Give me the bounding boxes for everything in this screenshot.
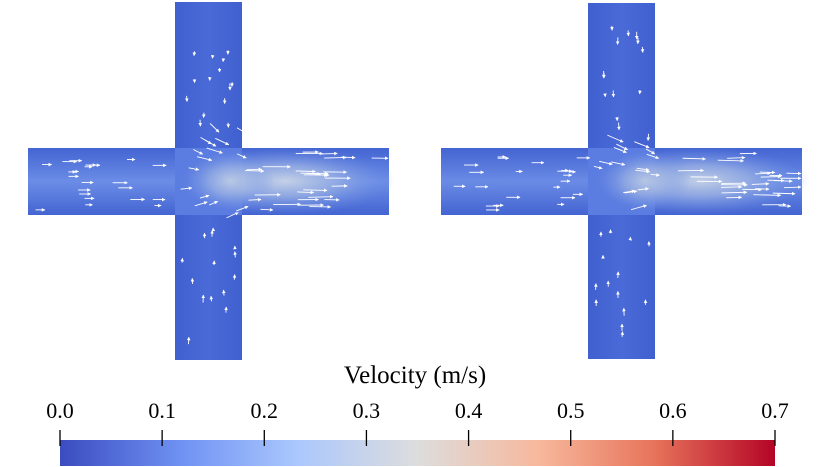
- right-velocity-arrows: [453, 25, 802, 337]
- velocity-arrow: [206, 147, 223, 154]
- colorbar-tick-label: 0.6: [659, 398, 687, 423]
- velocity-arrow: [193, 149, 204, 155]
- velocity-arrow: [727, 155, 746, 160]
- velocity-arrow: [650, 173, 660, 177]
- velocity-arrow: [726, 195, 743, 200]
- left-cross-junction: [28, 2, 395, 360]
- velocity-arrow: [751, 182, 770, 186]
- velocity-arrow: [248, 197, 262, 202]
- velocity-arrow: [209, 123, 220, 133]
- velocity-arrow: [297, 190, 315, 195]
- colorbar-tick-label: 0.5: [556, 398, 585, 423]
- velocity-arrow: [236, 153, 247, 159]
- velocity-arrow: [324, 155, 347, 160]
- velocity-arrow: [645, 148, 656, 155]
- velocity-arrow: [194, 201, 208, 207]
- velocity-arrow: [616, 143, 628, 151]
- velocity-arrow: [209, 200, 219, 206]
- velocity-arrow: [307, 172, 321, 176]
- velocity-arrow: [199, 194, 210, 199]
- velocity-arrow: [760, 174, 782, 179]
- velocity-arrow: [717, 159, 745, 163]
- velocity-arrow: [613, 147, 627, 153]
- velocity-arrow: [637, 187, 649, 191]
- velocity-arrow: [630, 204, 647, 211]
- velocity-arrow: [634, 141, 650, 149]
- velocity-arrow: [772, 191, 796, 196]
- velocity-arrow: [188, 167, 200, 171]
- velocity-arrow: [260, 208, 274, 212]
- velocity-arrow: [308, 194, 334, 199]
- velocity-arrow: [236, 205, 249, 212]
- velocity-arrow: [599, 160, 613, 166]
- velocity-arrow: [245, 169, 265, 173]
- velocity-arrow: [721, 190, 748, 195]
- right-cross-junction: [441, 3, 810, 359]
- velocity-arrow: [682, 157, 706, 161]
- velocity-arrow: [607, 134, 624, 143]
- velocity-arrow: [295, 169, 316, 174]
- velocity-arrow: [593, 165, 603, 170]
- velocity-arrow: [646, 153, 660, 160]
- velocity-arrow: [623, 189, 636, 194]
- velocity-arrow: [721, 185, 743, 189]
- colorbar-tick-label: 0.3: [352, 398, 381, 423]
- colorbar: [60, 440, 775, 466]
- velocity-arrow: [635, 169, 651, 174]
- velocity-arrow: [180, 186, 193, 191]
- velocity-arrow: [755, 171, 771, 176]
- velocity-arrow: [200, 136, 212, 145]
- colorbar-title: Velocity (m/s): [343, 362, 487, 389]
- velocity-arrow: [784, 185, 802, 189]
- velocity-arrow: [611, 161, 626, 166]
- velocity-arrow: [226, 211, 239, 219]
- velocity-arrow: [754, 187, 770, 191]
- velocity-arrow: [215, 137, 230, 146]
- velocity-arrow: [196, 156, 213, 162]
- velocity-arrow: [773, 179, 793, 183]
- velocity-arrow: [236, 127, 251, 137]
- velocity-arrow: [303, 188, 328, 193]
- colorbar-tick-label: 0.1: [148, 398, 176, 423]
- velocity-arrow: [753, 193, 782, 198]
- velocity-arrow: [624, 189, 638, 194]
- colorbar-ticks: [59, 430, 776, 446]
- colorbar-tick-label: 0.0: [46, 398, 74, 423]
- colorbar-tick-label: 0.4: [454, 398, 483, 423]
- colorbar-tick-label: 0.2: [250, 398, 279, 423]
- colorbar-tick-label: 0.7: [761, 398, 789, 423]
- left-velocity-arrows: [35, 50, 389, 345]
